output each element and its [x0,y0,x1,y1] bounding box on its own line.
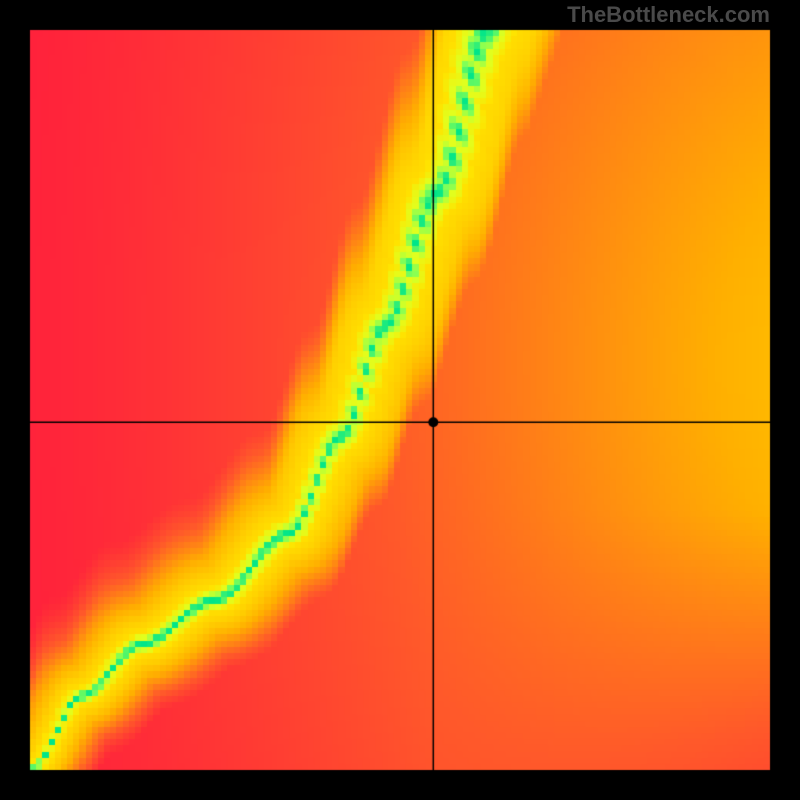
chart-container: TheBottleneck.com [0,0,800,800]
heatmap-canvas [0,0,800,800]
watermark-text: TheBottleneck.com [567,2,770,28]
